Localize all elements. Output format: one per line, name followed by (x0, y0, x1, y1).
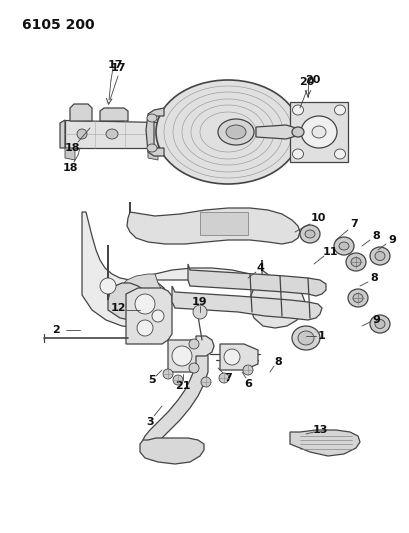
Text: 2: 2 (52, 325, 60, 335)
Ellipse shape (163, 369, 173, 379)
Text: 19: 19 (192, 297, 207, 307)
Ellipse shape (369, 315, 389, 333)
Ellipse shape (299, 225, 319, 243)
Ellipse shape (225, 125, 245, 139)
Polygon shape (82, 212, 298, 328)
Polygon shape (139, 438, 204, 464)
Ellipse shape (374, 319, 384, 328)
Ellipse shape (106, 129, 118, 139)
Text: 21: 21 (175, 381, 190, 391)
Text: 6: 6 (243, 379, 251, 389)
Ellipse shape (297, 331, 313, 345)
Ellipse shape (292, 149, 303, 159)
Text: 8: 8 (274, 357, 281, 367)
Ellipse shape (345, 253, 365, 271)
Ellipse shape (369, 247, 389, 265)
Ellipse shape (100, 278, 116, 294)
Text: 8: 8 (371, 231, 379, 241)
Text: 20: 20 (299, 77, 314, 87)
Polygon shape (289, 430, 359, 456)
Ellipse shape (334, 105, 345, 115)
Polygon shape (168, 336, 213, 372)
Polygon shape (188, 264, 325, 296)
Ellipse shape (200, 377, 211, 387)
Polygon shape (157, 126, 170, 142)
Polygon shape (289, 102, 347, 162)
Text: 5: 5 (148, 375, 155, 385)
Polygon shape (65, 120, 157, 148)
Polygon shape (100, 108, 128, 121)
Text: 9: 9 (371, 315, 379, 325)
Polygon shape (146, 108, 164, 156)
Ellipse shape (152, 310, 164, 322)
Ellipse shape (292, 105, 303, 115)
Text: 11: 11 (321, 247, 337, 257)
Text: 12: 12 (110, 303, 126, 313)
Text: 20: 20 (305, 75, 320, 85)
Polygon shape (126, 288, 172, 344)
Polygon shape (200, 212, 247, 235)
Ellipse shape (155, 80, 299, 184)
Text: 8: 8 (369, 273, 377, 283)
Ellipse shape (189, 339, 198, 349)
Ellipse shape (77, 129, 87, 139)
Polygon shape (108, 245, 150, 320)
Text: 9: 9 (387, 235, 395, 245)
Polygon shape (70, 104, 92, 121)
Ellipse shape (374, 252, 384, 261)
Text: 18: 18 (62, 163, 78, 173)
Ellipse shape (147, 144, 157, 152)
Ellipse shape (223, 349, 239, 365)
Text: 7: 7 (349, 219, 357, 229)
Ellipse shape (243, 365, 252, 375)
Text: 18: 18 (64, 143, 80, 153)
Polygon shape (65, 148, 75, 160)
Polygon shape (255, 125, 295, 139)
Text: 4: 4 (256, 263, 263, 273)
Text: 17: 17 (110, 63, 126, 73)
Polygon shape (220, 344, 257, 370)
Ellipse shape (300, 116, 336, 148)
Ellipse shape (347, 289, 367, 307)
Text: 1: 1 (317, 331, 325, 341)
Ellipse shape (304, 230, 314, 238)
Ellipse shape (173, 375, 182, 385)
Ellipse shape (172, 346, 191, 366)
Text: 17: 17 (107, 60, 122, 70)
Polygon shape (148, 148, 157, 160)
Ellipse shape (291, 127, 303, 137)
Ellipse shape (135, 294, 155, 314)
Text: 3: 3 (146, 417, 153, 427)
Ellipse shape (137, 320, 153, 336)
Ellipse shape (311, 126, 325, 138)
Polygon shape (120, 274, 168, 322)
Ellipse shape (352, 294, 362, 303)
Ellipse shape (333, 237, 353, 255)
Polygon shape (249, 260, 304, 328)
Text: 7: 7 (224, 373, 231, 383)
Text: 10: 10 (310, 213, 325, 223)
Polygon shape (172, 286, 321, 320)
Ellipse shape (218, 373, 229, 383)
Polygon shape (143, 348, 207, 446)
Text: 13: 13 (312, 425, 327, 435)
Ellipse shape (350, 257, 360, 266)
Ellipse shape (334, 149, 345, 159)
Ellipse shape (218, 119, 254, 145)
Polygon shape (127, 202, 299, 244)
Ellipse shape (147, 114, 157, 122)
Ellipse shape (291, 326, 319, 350)
Ellipse shape (189, 363, 198, 373)
Ellipse shape (338, 242, 348, 250)
Polygon shape (60, 120, 65, 148)
Text: 6105 200: 6105 200 (22, 18, 94, 32)
Ellipse shape (193, 305, 207, 319)
